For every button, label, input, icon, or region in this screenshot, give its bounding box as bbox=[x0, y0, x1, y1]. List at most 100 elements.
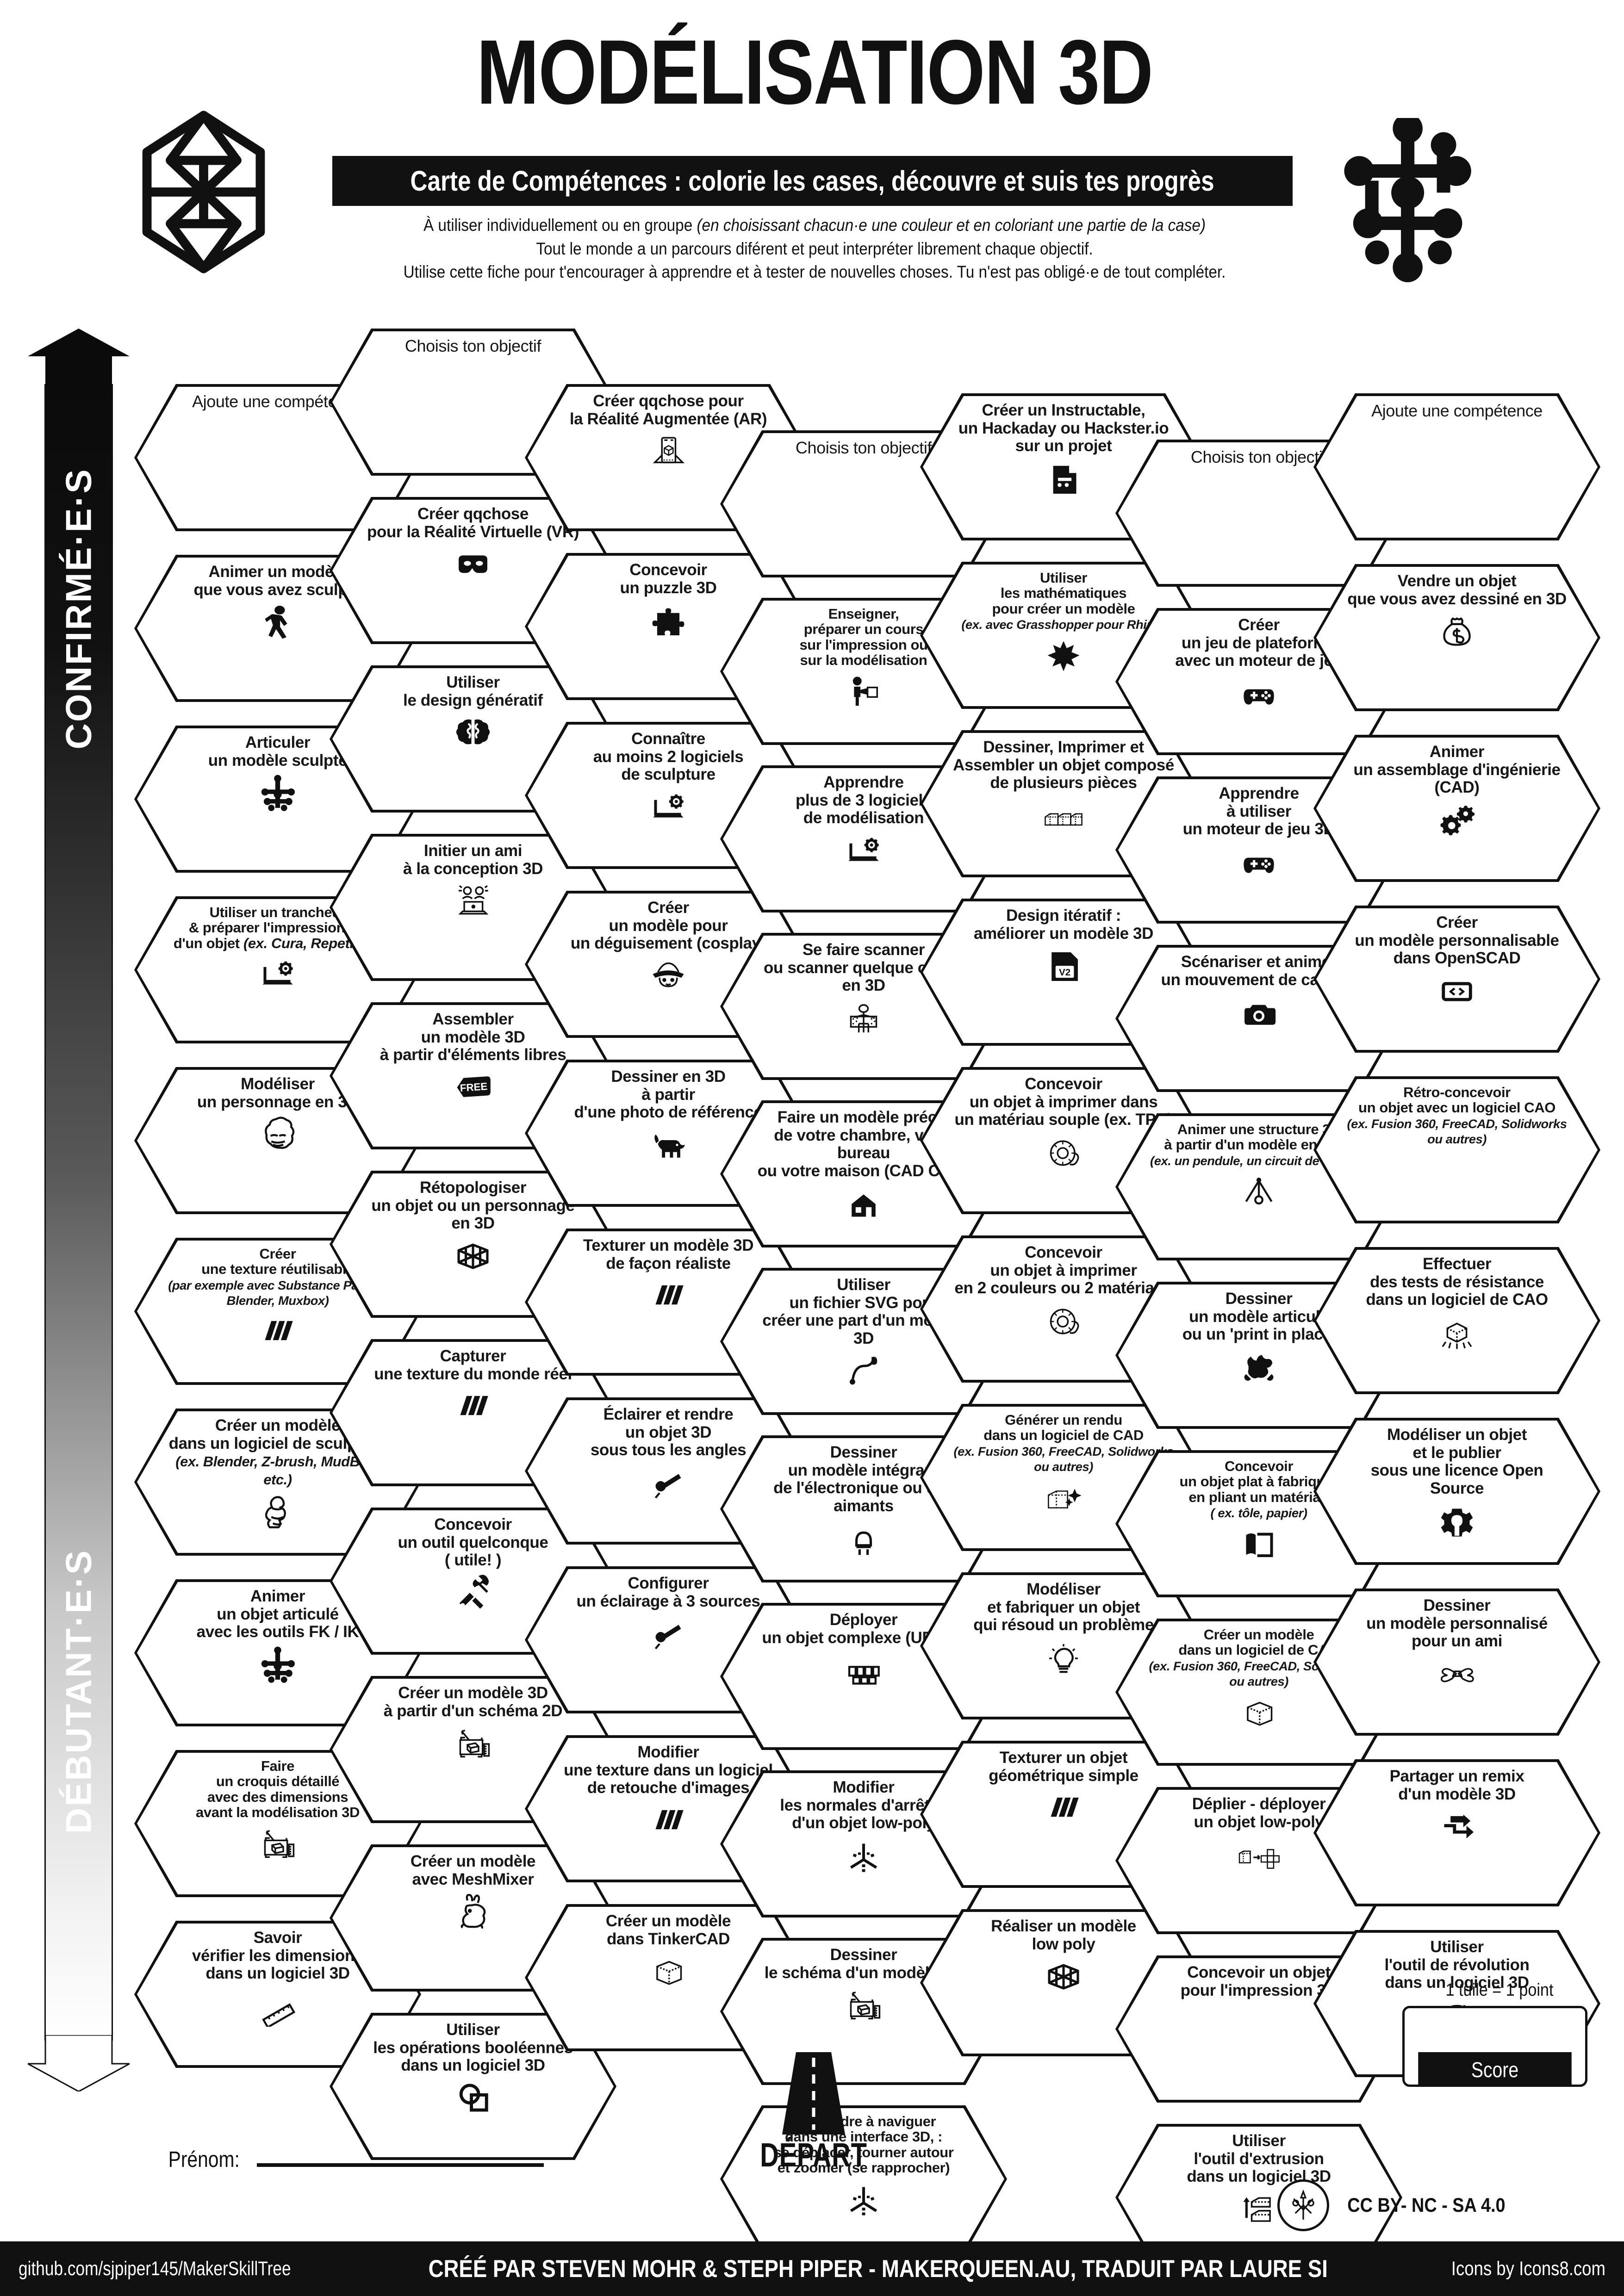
hex-tile-label: Configurer un éclairage à 3 sources bbox=[576, 1574, 760, 1610]
hex-content: Utiliser l'outil de révolution dans un log… bbox=[1313, 1930, 1600, 2077]
intro-line-1-plain: À utiliser individuellement ou en groupe bbox=[423, 216, 697, 235]
hex-content: Dessiner un modèle articulé ou un 'print i… bbox=[1115, 1282, 1402, 1429]
hex-tile-label: Concevoir un objet à imprimer en 2 couleur… bbox=[954, 1243, 1173, 1297]
footer-credit: CRÉÉ PAR STEVEN MOHR & STEPH PIPER - MAK… bbox=[428, 2255, 1328, 2283]
hex-content: Choisis ton objectif bbox=[330, 329, 616, 476]
name-field-group: Prénom: bbox=[162, 2147, 544, 2172]
hex-content: Concevoir un outil quelconque( utile! ) bbox=[330, 1508, 616, 1655]
hex-tile-label: Éclairer et rendre un objet 3D sous tous l… bbox=[590, 1405, 747, 1459]
v2-icon: V2 bbox=[1040, 945, 1087, 988]
hex-content: Modéliser un objet et le publier sous une … bbox=[1313, 1418, 1600, 1565]
cube-outline-icon bbox=[1236, 1692, 1282, 1734]
score-box[interactable]: Score bbox=[1402, 2006, 1587, 2087]
vr-headset-icon bbox=[450, 544, 496, 586]
hex-fill bbox=[1316, 1250, 1598, 1391]
hex-content: Modifier une texture dans un logiciel de r… bbox=[525, 1735, 812, 1882]
hex-content: Concevoir un objet à imprimer dans un maté… bbox=[920, 1067, 1207, 1214]
hex-content: Créer un modèle dans TinkerCAD bbox=[525, 1904, 812, 2051]
hex-tile-label: Créer un modèle pour un déguisement (cospl… bbox=[570, 899, 766, 952]
render-cube-icon bbox=[1040, 1477, 1087, 1520]
hex-tile-label: Texturer un modèle 3D de façon réaliste bbox=[583, 1236, 754, 1272]
hex-tile-label: Apprendre à utiliser un moteur de jeu 3D bbox=[1182, 784, 1335, 838]
hex-tile-label: Créer un modèle dans un logiciel de CAO (e… bbox=[1149, 1626, 1369, 1689]
hex-content: Éclairer et rendre un objet 3D sous tous l… bbox=[525, 1397, 812, 1545]
hatch-texture-icon bbox=[645, 1800, 691, 1843]
hex-content: Design itératif : améliorer un modèle 3D V… bbox=[920, 899, 1207, 1046]
sketch-dimensions-icon bbox=[840, 1985, 887, 2027]
svg-text:FREE: FREE bbox=[460, 1080, 488, 1094]
free-tag-icon: FREE bbox=[450, 1067, 496, 1110]
bunny-icon bbox=[450, 1891, 496, 1934]
remix-arrows-icon bbox=[1434, 1806, 1480, 1849]
hex-tile-skill[interactable]: Animer un assemblage d'ingénierie (CAD) bbox=[1313, 735, 1600, 882]
hex-tile-label: Animer un objet articulé avec les outils F… bbox=[196, 1587, 359, 1641]
sculpture-icon bbox=[255, 1491, 301, 1533]
hex-tile-label: Savoir vérifier les dimensions dans un log… bbox=[192, 1929, 364, 1982]
code-icon bbox=[1434, 970, 1480, 1013]
hex-tile-skill[interactable]: Rétro-concevoir un objet avec un logiciel… bbox=[1313, 1076, 1600, 1223]
hex-tile-label: Partager un remix d'un modèle 3D bbox=[1389, 1767, 1524, 1803]
footer-icons-credit[interactable]: Icons by Icons8.com bbox=[1451, 2257, 1605, 2280]
hex-tile-add-skill[interactable]: Ajoute une compétence bbox=[1313, 393, 1600, 540]
hex-tile-label: Enseigner, préparer un cours sur l'impress… bbox=[799, 606, 928, 669]
hex-tile-label: Modéliser un personnage en 3D bbox=[197, 1075, 359, 1111]
hex-tile-skill[interactable]: Vendre un objet que vous avez dessiné en … bbox=[1313, 564, 1600, 711]
prenom-input[interactable] bbox=[257, 2163, 544, 2167]
hex-content: Choisis ton objectif bbox=[1115, 440, 1402, 587]
hex-tile-skill[interactable]: Effectuer des tests de résistance dans un … bbox=[1313, 1247, 1600, 1394]
hex-content: Connaître au moins 2 logiciels de sculptur… bbox=[525, 722, 812, 869]
hex-content: Utiliser le design génératif bbox=[330, 665, 616, 813]
hex-content: Animer un objet articulé avec les outils F… bbox=[134, 1579, 421, 1726]
gamepad-icon bbox=[1236, 841, 1282, 884]
body-scan-icon bbox=[840, 998, 887, 1040]
score-input-area[interactable] bbox=[1405, 2008, 1585, 2052]
hex-tile-skill[interactable]: Créer un modèle personnalisable dans OpenS… bbox=[1313, 906, 1600, 1053]
page-title: MODÉLISATION 3D bbox=[476, 21, 1153, 123]
hex-tile-skill[interactable]: Modéliser un objet et le publier sous une … bbox=[1313, 1418, 1600, 1565]
hex-tile-label: Créer un modèle personnalisable dans OpenS… bbox=[1355, 913, 1559, 967]
hex-content: Capturer une texture du monde réel bbox=[330, 1339, 616, 1486]
hex-tile-skill[interactable]: Dessiner un modèle personnalisé pour un am… bbox=[1313, 1589, 1600, 1736]
road-icon bbox=[782, 2052, 845, 2135]
lowpoly-gem-logo-icon bbox=[113, 109, 294, 275]
hex-tile-label: Rétro-concevoir un objet avec un logiciel… bbox=[1347, 1084, 1567, 1147]
hex-tile-label: Créer un modèle dans TinkerCAD bbox=[605, 1912, 731, 1948]
hex-tile-skill[interactable]: Partager un remix d'un modèle 3D bbox=[1313, 1759, 1600, 1906]
hatch-texture-icon bbox=[450, 1386, 496, 1428]
hex-tile-label: Utiliser un fichier SVG pour créer une par… bbox=[762, 1276, 965, 1347]
hex-content: Modifier les normales d'arrêtes d'un objet… bbox=[720, 1770, 1007, 1917]
hex-content: Utiliser les opérations booléennes dans un… bbox=[330, 2013, 616, 2160]
hex-tile-label: Utiliser les mathématiques pour créer un m… bbox=[961, 570, 1166, 632]
gamepad-icon bbox=[1236, 673, 1282, 715]
spotlight-icon bbox=[645, 1462, 691, 1505]
hex-content: Partager un remix d'un modèle 3D bbox=[1313, 1759, 1600, 1906]
hex-content: Texturer un objet géométrique simple bbox=[920, 1741, 1207, 1888]
hex-tile-label: Créer qqchose pour la Réalité Virtuelle (… bbox=[367, 505, 579, 541]
hex-tile-label: Design itératif : améliorer un modèle 3D bbox=[974, 906, 1153, 943]
hex-tile-label: Choisis ton objectif bbox=[795, 438, 932, 457]
hex-tile-skill[interactable]: Apprendre à naviguer dans une interface 3… bbox=[720, 2105, 1007, 2253]
laptop-gear-icon bbox=[645, 787, 691, 829]
svg-text:V2: V2 bbox=[1059, 967, 1070, 978]
open-source-gear-icon bbox=[1434, 1500, 1480, 1543]
cube-outline-icon bbox=[645, 1951, 691, 1993]
hex-tile-skill[interactable]: Créer un Instructable, un Hackaday ou Hac… bbox=[920, 393, 1207, 540]
level-gradient-shaft bbox=[44, 384, 113, 2041]
filament-spool-icon bbox=[1040, 1300, 1087, 1343]
hex-tile-skill[interactable]: Enseigner, préparer un cours sur l'impress… bbox=[720, 598, 1007, 745]
hex-content: Générer un rendu dans un logiciel de CAD(… bbox=[920, 1404, 1207, 1551]
hex-content: Créer un modèle personnalisable dans OpenS… bbox=[1313, 906, 1600, 1053]
footer-github-link[interactable]: github.com/sjpiper145/MakerSkillTree bbox=[19, 2257, 291, 2280]
hex-tile-label: Dessiner en 3D à partir d'une photo de réf… bbox=[574, 1067, 763, 1121]
hex-tile-label: Concevoir un objet plat à fabriquer en pli… bbox=[1179, 1458, 1338, 1520]
hex-tile-label: Choisis ton objectif bbox=[1190, 447, 1327, 466]
hex-content: Créer un modèle dans un logiciel de CAO (e… bbox=[1115, 1619, 1402, 1766]
hex-tile-label: Concevoir un puzzle 3D bbox=[620, 561, 717, 597]
hex-tile-label: Apprendre à naviguer dans une interface 3… bbox=[773, 2113, 954, 2176]
hex-fill bbox=[1316, 738, 1598, 879]
network-nodes-logo-icon bbox=[1331, 113, 1483, 282]
gift-bow-icon bbox=[1434, 1653, 1480, 1696]
hex-tile-label: Concevoir un outil quelconque( utile! ) bbox=[398, 1515, 548, 1569]
gears-icon bbox=[1434, 800, 1480, 842]
hex-content: Créer un Instructable, un Hackaday ou Hac… bbox=[920, 393, 1207, 540]
